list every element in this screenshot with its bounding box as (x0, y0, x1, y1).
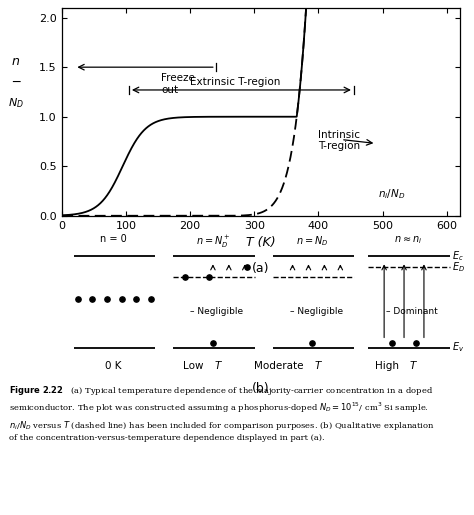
Text: $N_D$: $N_D$ (8, 96, 24, 110)
Text: n = 0: n = 0 (100, 234, 127, 244)
Text: $E_c$: $E_c$ (452, 249, 464, 263)
Text: ─: ─ (12, 76, 19, 89)
Text: 0 K: 0 K (105, 360, 122, 370)
Text: $n = N_D$: $n = N_D$ (296, 234, 328, 248)
Text: – Negligible: – Negligible (290, 307, 343, 316)
Text: T: T (314, 360, 320, 370)
Text: Freeze
out: Freeze out (161, 73, 195, 95)
Text: Moderate: Moderate (254, 360, 307, 370)
Text: Intrinsic
T-region: Intrinsic T-region (319, 130, 361, 151)
Text: Extrinsic T-region: Extrinsic T-region (190, 77, 280, 87)
Text: $E_D$: $E_D$ (452, 260, 465, 274)
Text: – Dominant: – Dominant (386, 307, 438, 316)
Text: (b): (b) (252, 382, 270, 395)
Text: T: T (410, 360, 416, 370)
Text: – Negligible: – Negligible (191, 307, 244, 316)
Text: n: n (12, 55, 20, 68)
Text: (a): (a) (252, 262, 269, 274)
Text: T: T (215, 360, 221, 370)
Text: $n \approx n_i$: $n \approx n_i$ (394, 234, 422, 246)
Text: $\bf{Figure\ 2.22}$   (a) Typical temperature dependence of the majority-carrier: $\bf{Figure\ 2.22}$ (a) Typical temperat… (9, 384, 435, 442)
Text: $n_i/N_D$: $n_i/N_D$ (378, 187, 405, 201)
Text: Low: Low (183, 360, 207, 370)
Text: High: High (375, 360, 402, 370)
Text: $n = N_D^+$: $n = N_D^+$ (196, 234, 230, 250)
X-axis label: T (K): T (K) (246, 236, 275, 249)
Text: $E_v$: $E_v$ (452, 340, 464, 354)
